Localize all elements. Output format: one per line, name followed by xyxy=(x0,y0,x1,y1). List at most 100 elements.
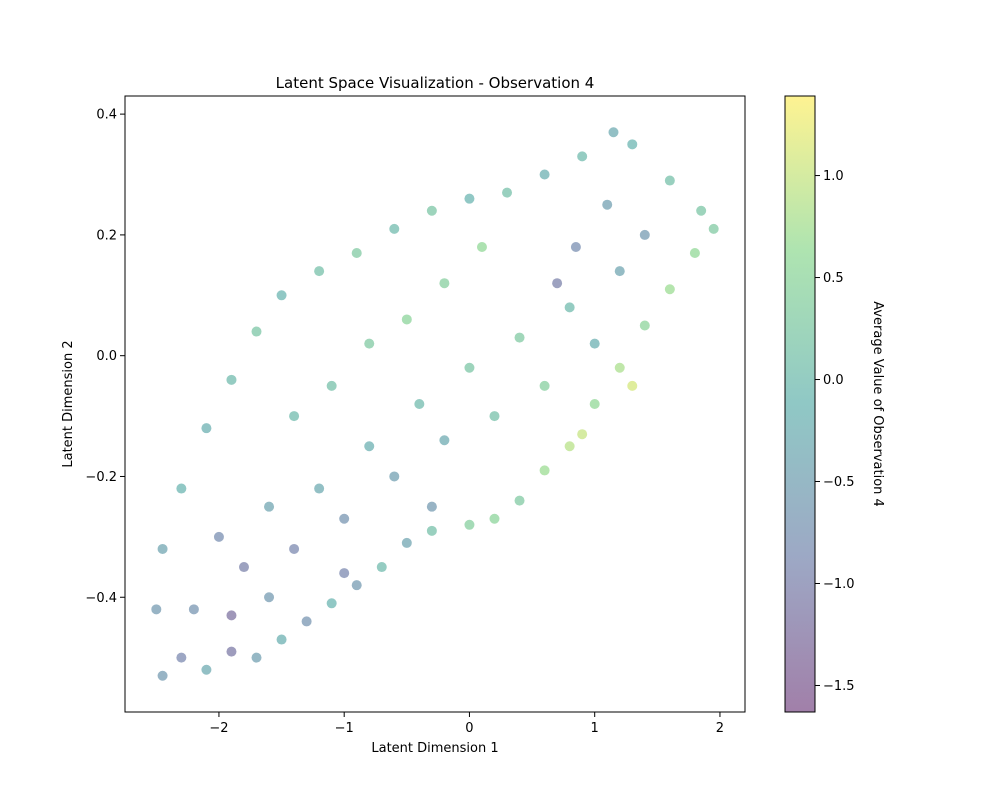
scatter-point xyxy=(614,266,625,277)
scatter-point xyxy=(564,302,575,313)
scatter-point xyxy=(414,399,425,409)
colorbar-tick-label: −0.5 xyxy=(823,475,855,490)
scatter-point xyxy=(326,380,337,391)
x-tick-label: −2 xyxy=(209,721,228,736)
x-tick-label: 0 xyxy=(465,721,473,736)
scatter-point xyxy=(564,441,575,452)
scatter-point xyxy=(602,199,613,210)
x-tick-label: 2 xyxy=(716,721,724,736)
y-tick-label: −0.2 xyxy=(85,470,117,485)
y-axis-label: Latent Dimension 2 xyxy=(61,340,76,467)
colorbar-tick-label: 0.0 xyxy=(823,373,844,388)
scatter-point xyxy=(476,241,487,252)
y-tick-label: 0.2 xyxy=(96,228,117,243)
scatter-point xyxy=(627,139,638,150)
plot-frame xyxy=(124,95,746,713)
scatter-point xyxy=(276,634,287,645)
scatter-point xyxy=(289,543,300,554)
scatter-point xyxy=(314,266,325,277)
scatter-point xyxy=(376,562,387,573)
scatter-point xyxy=(289,411,300,422)
scatter-point xyxy=(627,380,638,391)
scatter-point xyxy=(577,151,588,162)
scatter-point xyxy=(589,338,600,349)
y-tick-label: 0.0 xyxy=(96,349,117,364)
y-axis-ticks: −0.4 −0.2 0.0 0.2 0.4 xyxy=(85,108,125,606)
y-tick-label: −0.4 xyxy=(85,591,117,606)
scatter-point xyxy=(251,652,262,663)
scatter-point xyxy=(426,501,437,512)
scatter-point xyxy=(689,248,700,259)
scatter-point xyxy=(176,652,187,663)
scatter-point xyxy=(639,229,650,240)
colorbar-tick-label: −1.0 xyxy=(823,577,855,592)
y-tick-label: 0.4 xyxy=(96,108,117,123)
scatter-point xyxy=(439,435,450,446)
scatter-point xyxy=(577,429,588,440)
scatter-point xyxy=(401,537,412,548)
scatter-point xyxy=(176,483,187,494)
scatter-point xyxy=(614,362,625,373)
scatter-point xyxy=(539,169,550,180)
colorbar-tick-label: 0.5 xyxy=(823,271,844,286)
scatter-point xyxy=(351,580,362,591)
scatter-point xyxy=(539,465,550,476)
scatter-point xyxy=(426,525,437,536)
scatter-point xyxy=(226,610,237,621)
scatter-point xyxy=(276,290,287,301)
chart-title: Latent Space Visualization - Observation… xyxy=(276,74,595,92)
scatter-point xyxy=(339,568,350,579)
scatter-point xyxy=(213,531,224,542)
scatter-point xyxy=(552,278,563,289)
scatter-point xyxy=(502,187,513,198)
scatter-point xyxy=(201,664,212,675)
scatter-point xyxy=(151,604,162,615)
scatter-point xyxy=(314,483,325,494)
scatter-points xyxy=(151,127,719,681)
scatter-point xyxy=(389,471,400,482)
scatter-point xyxy=(188,604,199,615)
scatter-point xyxy=(664,175,675,186)
scatter-point xyxy=(426,205,437,216)
scatter-point xyxy=(157,543,168,554)
scatter-point xyxy=(226,646,237,657)
scatter-point xyxy=(326,598,337,609)
scatter-point xyxy=(201,423,212,434)
scatter-point xyxy=(226,374,237,385)
colorbar-ticks: −1.5 −1.0 −0.5 0.0 0.5 1.0 xyxy=(815,169,855,694)
scatter-point xyxy=(157,670,168,681)
colorbar xyxy=(784,95,816,713)
x-tick-label: −1 xyxy=(335,721,354,736)
scatter-point xyxy=(464,519,475,530)
scatter-point xyxy=(664,284,675,295)
scatter-point xyxy=(489,513,500,524)
scatter-point xyxy=(251,326,262,337)
scatter-point xyxy=(464,193,475,204)
scatter-point xyxy=(439,278,450,289)
scatter-point xyxy=(401,314,412,325)
scatter-point xyxy=(608,127,619,138)
colorbar-label: Average Value of Observation 4 xyxy=(870,301,885,507)
scatter-point xyxy=(364,338,375,349)
plot-area xyxy=(125,96,745,712)
colorbar-tick-label: 1.0 xyxy=(823,169,844,184)
scatter-point xyxy=(389,223,400,234)
colorbar-tick-label: −1.5 xyxy=(823,679,855,694)
scatter-point xyxy=(464,362,475,373)
scatter-point xyxy=(539,380,550,391)
x-axis-ticks: −2 −1 0 1 2 xyxy=(209,712,724,736)
scatter-point xyxy=(339,513,350,524)
scatter-point xyxy=(708,223,719,234)
scatter-point xyxy=(696,205,707,216)
scatter-point xyxy=(264,592,275,603)
scatter-point xyxy=(570,241,581,252)
scatter-point xyxy=(351,248,362,259)
scatter-point xyxy=(264,501,275,512)
scatter-point xyxy=(301,616,312,627)
scatter-point xyxy=(514,495,525,506)
scatter-point xyxy=(589,399,600,409)
scatter-point xyxy=(489,411,500,422)
x-axis-label: Latent Dimension 1 xyxy=(371,741,498,756)
x-tick-label: 1 xyxy=(591,721,599,736)
